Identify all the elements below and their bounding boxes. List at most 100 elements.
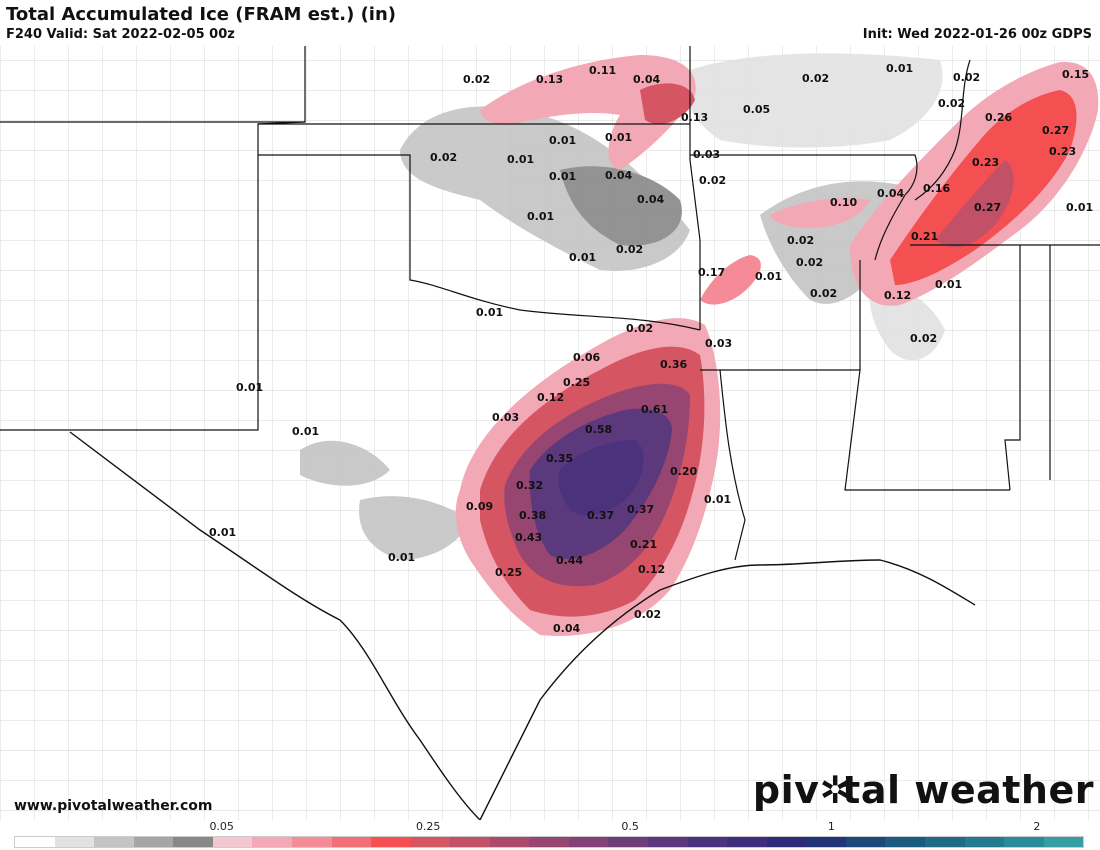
ice-value-label: 0.11	[589, 64, 617, 77]
brand-post: tal weather	[842, 768, 1094, 812]
ice-value-label: 0.09	[466, 500, 494, 513]
ice-value-label: 0.03	[693, 148, 721, 161]
ice-value-label: 0.04	[637, 193, 665, 206]
scale-swatch	[331, 837, 372, 847]
ice-value-label: 0.58	[585, 423, 613, 436]
scale-swatch	[568, 837, 609, 847]
ice-value-label: 0.01	[527, 210, 555, 223]
ice-value-label: 0.01	[236, 381, 264, 394]
ice-value-label: 0.37	[627, 503, 655, 516]
ice-value-label: 0.04	[877, 187, 905, 200]
ice-value-label: 0.20	[670, 465, 698, 478]
scale-swatch	[450, 837, 490, 847]
scale-swatch	[608, 837, 648, 847]
scale-swatch	[94, 837, 134, 847]
state-borders	[0, 46, 1100, 561]
scale-tick-label: 2	[1033, 820, 1041, 833]
scale-swatch	[15, 837, 55, 847]
ice-value-label: 0.01	[388, 551, 416, 564]
ice-value-label: 0.01	[549, 170, 577, 183]
ice-value-label: 0.12	[638, 563, 666, 576]
scale-swatch	[529, 837, 569, 847]
scale-swatch	[727, 837, 767, 847]
ice-value-label: 0.01	[704, 493, 732, 506]
ice-value-label: 0.02	[796, 256, 824, 269]
ice-value-label: 0.02	[616, 243, 644, 256]
map-geography	[0, 46, 1100, 820]
coastline	[69, 431, 976, 820]
scale-swatch	[845, 837, 886, 847]
scale-swatch	[766, 837, 807, 847]
map-title: Total Accumulated Ice (FRAM est.) (in)	[6, 4, 397, 25]
ice-value-label: 0.02	[802, 72, 830, 85]
ice-value-label: 0.38	[519, 509, 547, 522]
ice-value-label: 0.17	[698, 266, 726, 279]
ice-value-label: 0.02	[699, 174, 727, 187]
ice-value-label: 0.01	[935, 278, 963, 291]
ice-value-label: 0.02	[634, 608, 662, 621]
ice-value-label: 0.16	[923, 182, 951, 195]
ice-value-label: 0.01	[549, 134, 577, 147]
scale-swatch	[1004, 837, 1044, 847]
ice-value-label: 0.15	[1062, 68, 1090, 81]
init-time: Init: Wed 2022-01-26 00z GDPS	[862, 27, 1092, 42]
ice-value-label: 0.02	[938, 97, 966, 110]
scale-swatch	[133, 837, 174, 847]
ice-value-label: 0.27	[974, 201, 1002, 214]
scale-tick-label: 0.25	[415, 820, 441, 833]
scale-swatch	[924, 837, 965, 847]
ice-value-label: 0.36	[660, 358, 688, 371]
ice-value-label: 0.10	[830, 196, 858, 209]
scale-tick-label: 0.5	[621, 820, 639, 833]
ice-value-label: 0.61	[641, 403, 669, 416]
ice-value-label: 0.32	[516, 479, 544, 492]
gear-icon: ✲	[819, 768, 852, 812]
ice-value-label: 0.26	[985, 111, 1013, 124]
ice-band-texas	[455, 318, 721, 636]
scale-tick-label: 0.05	[209, 820, 234, 833]
ice-value-label: 0.13	[681, 111, 709, 124]
ice-value-label: 0.35	[546, 452, 574, 465]
ice-value-label: 0.01	[292, 425, 320, 438]
scale-swatch	[806, 837, 846, 847]
ice-value-label: 0.37	[587, 509, 615, 522]
ice-value-label: 0.23	[972, 156, 1000, 169]
scale-tick-label: 1	[827, 820, 835, 833]
ice-value-label: 0.02	[463, 73, 491, 86]
scale-swatch	[1043, 837, 1084, 847]
ice-value-label: 0.27	[1042, 124, 1070, 137]
ice-value-label: 0.43	[515, 531, 543, 544]
ice-value-label: 0.04	[553, 622, 581, 635]
scale-swatch	[410, 837, 451, 847]
ice-value-label: 0.21	[911, 230, 939, 243]
ice-value-label: 0.02	[787, 234, 815, 247]
ice-value-label: 0.01	[1066, 201, 1094, 214]
ice-value-label: 0.25	[495, 566, 523, 579]
scale-swatch	[489, 837, 530, 847]
ice-value-label: 0.06	[573, 351, 601, 364]
scale-swatch	[687, 837, 728, 847]
scale-swatch	[252, 837, 292, 847]
ice-value-label: 0.12	[884, 289, 912, 302]
ice-value-label: 0.23	[1049, 145, 1077, 158]
ice-map	[0, 46, 1100, 820]
ice-value-label: 0.12	[537, 391, 565, 404]
scale-swatch	[648, 837, 688, 847]
ice-value-label: 0.03	[492, 411, 520, 424]
ice-value-label: 0.01	[209, 526, 237, 539]
scale-swatch	[291, 837, 332, 847]
ice-value-label: 0.13	[536, 73, 564, 86]
ice-band-north	[480, 55, 1099, 306]
scale-swatch	[212, 837, 253, 847]
ice-value-label: 0.01	[886, 62, 914, 75]
scale-swatch	[54, 837, 95, 847]
scale-swatch	[885, 837, 925, 847]
scale-swatch	[173, 837, 213, 847]
ice-value-label: 0.25	[563, 376, 591, 389]
brand-pre: piv	[752, 768, 820, 812]
color-scale	[14, 836, 1084, 848]
valid-time: F240 Valid: Sat 2022-02-05 00z	[6, 27, 235, 42]
ice-value-label: 0.02	[910, 332, 938, 345]
ice-value-label: 0.02	[430, 151, 458, 164]
ice-value-label: 0.01	[755, 270, 783, 283]
